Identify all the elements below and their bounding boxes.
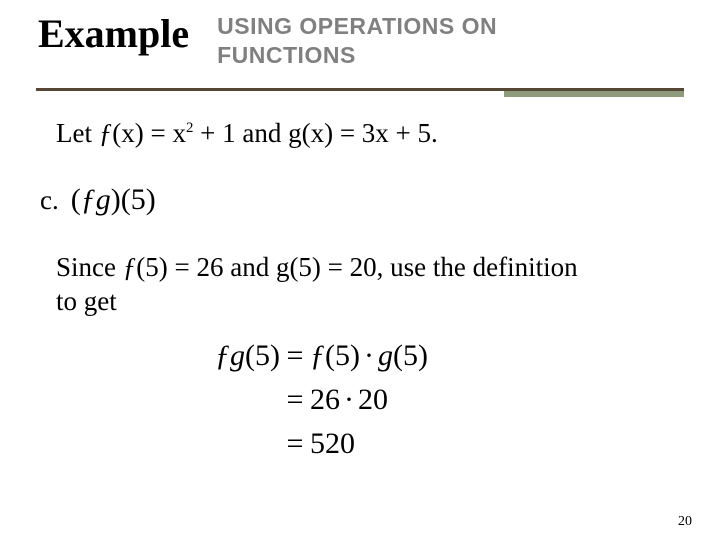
divider-accent [504, 91, 684, 97]
since-statement: Since ƒ(5) = 26 and g(5) = 20, use the d… [56, 251, 680, 319]
eq2r-a: 26 [310, 383, 340, 416]
equation-block: ƒg(5) = ƒ(5)·g(5) = 26·20 = 520 [176, 339, 680, 461]
eq1r-g: g [378, 339, 393, 372]
eq2-right: 26·20 [306, 383, 388, 417]
eq1-g: g [230, 339, 245, 372]
eq1-arg: 5 [255, 339, 270, 372]
eq1-f: ƒ [215, 339, 230, 372]
eq1r-a2: 5 [403, 339, 418, 372]
equation-row-2: = 26·20 [176, 383, 680, 417]
eq3-equals: = [284, 427, 306, 461]
part-label: c. [40, 185, 59, 216]
let-statement: Let ƒ(x) = x2 + 1 and g(x) = 3x + 5. [56, 118, 680, 149]
header-divider [36, 88, 684, 91]
subtitle-line-1: USING OPERATIONS ON [217, 13, 497, 39]
fg-f: ƒ [81, 183, 96, 216]
let-prefix: Let [56, 118, 99, 148]
eq1r-dot: · [360, 339, 378, 372]
arg-l: ( [121, 183, 131, 216]
eq1r-r2: ) [418, 339, 428, 372]
rparen: ) [111, 183, 121, 216]
eq1-equals: = [284, 339, 306, 373]
lparen: ( [71, 183, 81, 216]
eq1r-r1: ) [350, 339, 360, 372]
equation-row-3: = 520 [176, 427, 680, 461]
eq1r-l1: ( [325, 339, 335, 372]
eq3-right: 520 [306, 427, 355, 461]
eq1-l: ( [245, 339, 255, 372]
let-rest: + 1 and g(x) = 3x + 5. [193, 118, 437, 148]
let-f: ƒ [99, 118, 113, 148]
subtitle-line-2: FUNCTIONS [217, 42, 356, 68]
part-c: c. (ƒg)(5) [40, 183, 680, 217]
eq2r-dot: · [340, 383, 358, 416]
example-title: Example [38, 12, 189, 56]
eq1-r: ) [270, 339, 280, 372]
slide-header: Example USING OPERATIONS ON FUNCTIONS [0, 0, 720, 70]
eq1r-f: ƒ [310, 339, 325, 372]
since-prefix: Since [56, 252, 123, 282]
eq1-right: ƒ(5)·g(5) [306, 339, 428, 373]
eq2r-b: 20 [358, 383, 388, 416]
eq1r-l2: ( [393, 339, 403, 372]
arg-5: 5 [131, 183, 146, 216]
page-number: 20 [678, 514, 692, 530]
slide-subtitle: USING OPERATIONS ON FUNCTIONS [217, 12, 497, 70]
since-f: ƒ [123, 252, 137, 282]
since-line2: to get [56, 286, 117, 316]
let-fx: (x) = x [112, 118, 186, 148]
arg-r: ) [146, 183, 156, 216]
eq1-left: ƒg(5) [176, 339, 284, 373]
since-rest: (5) = 26 and g(5) = 20, use the definiti… [136, 252, 577, 282]
eq1r-a1: 5 [335, 339, 350, 372]
slide-content: Let ƒ(x) = x2 + 1 and g(x) = 3x + 5. c. … [56, 118, 680, 471]
eq2-equals: = [284, 383, 306, 417]
fg-g: g [96, 183, 111, 216]
equation-row-1: ƒg(5) = ƒ(5)·g(5) [176, 339, 680, 373]
fg-of-5: (ƒg)(5) [71, 183, 156, 217]
